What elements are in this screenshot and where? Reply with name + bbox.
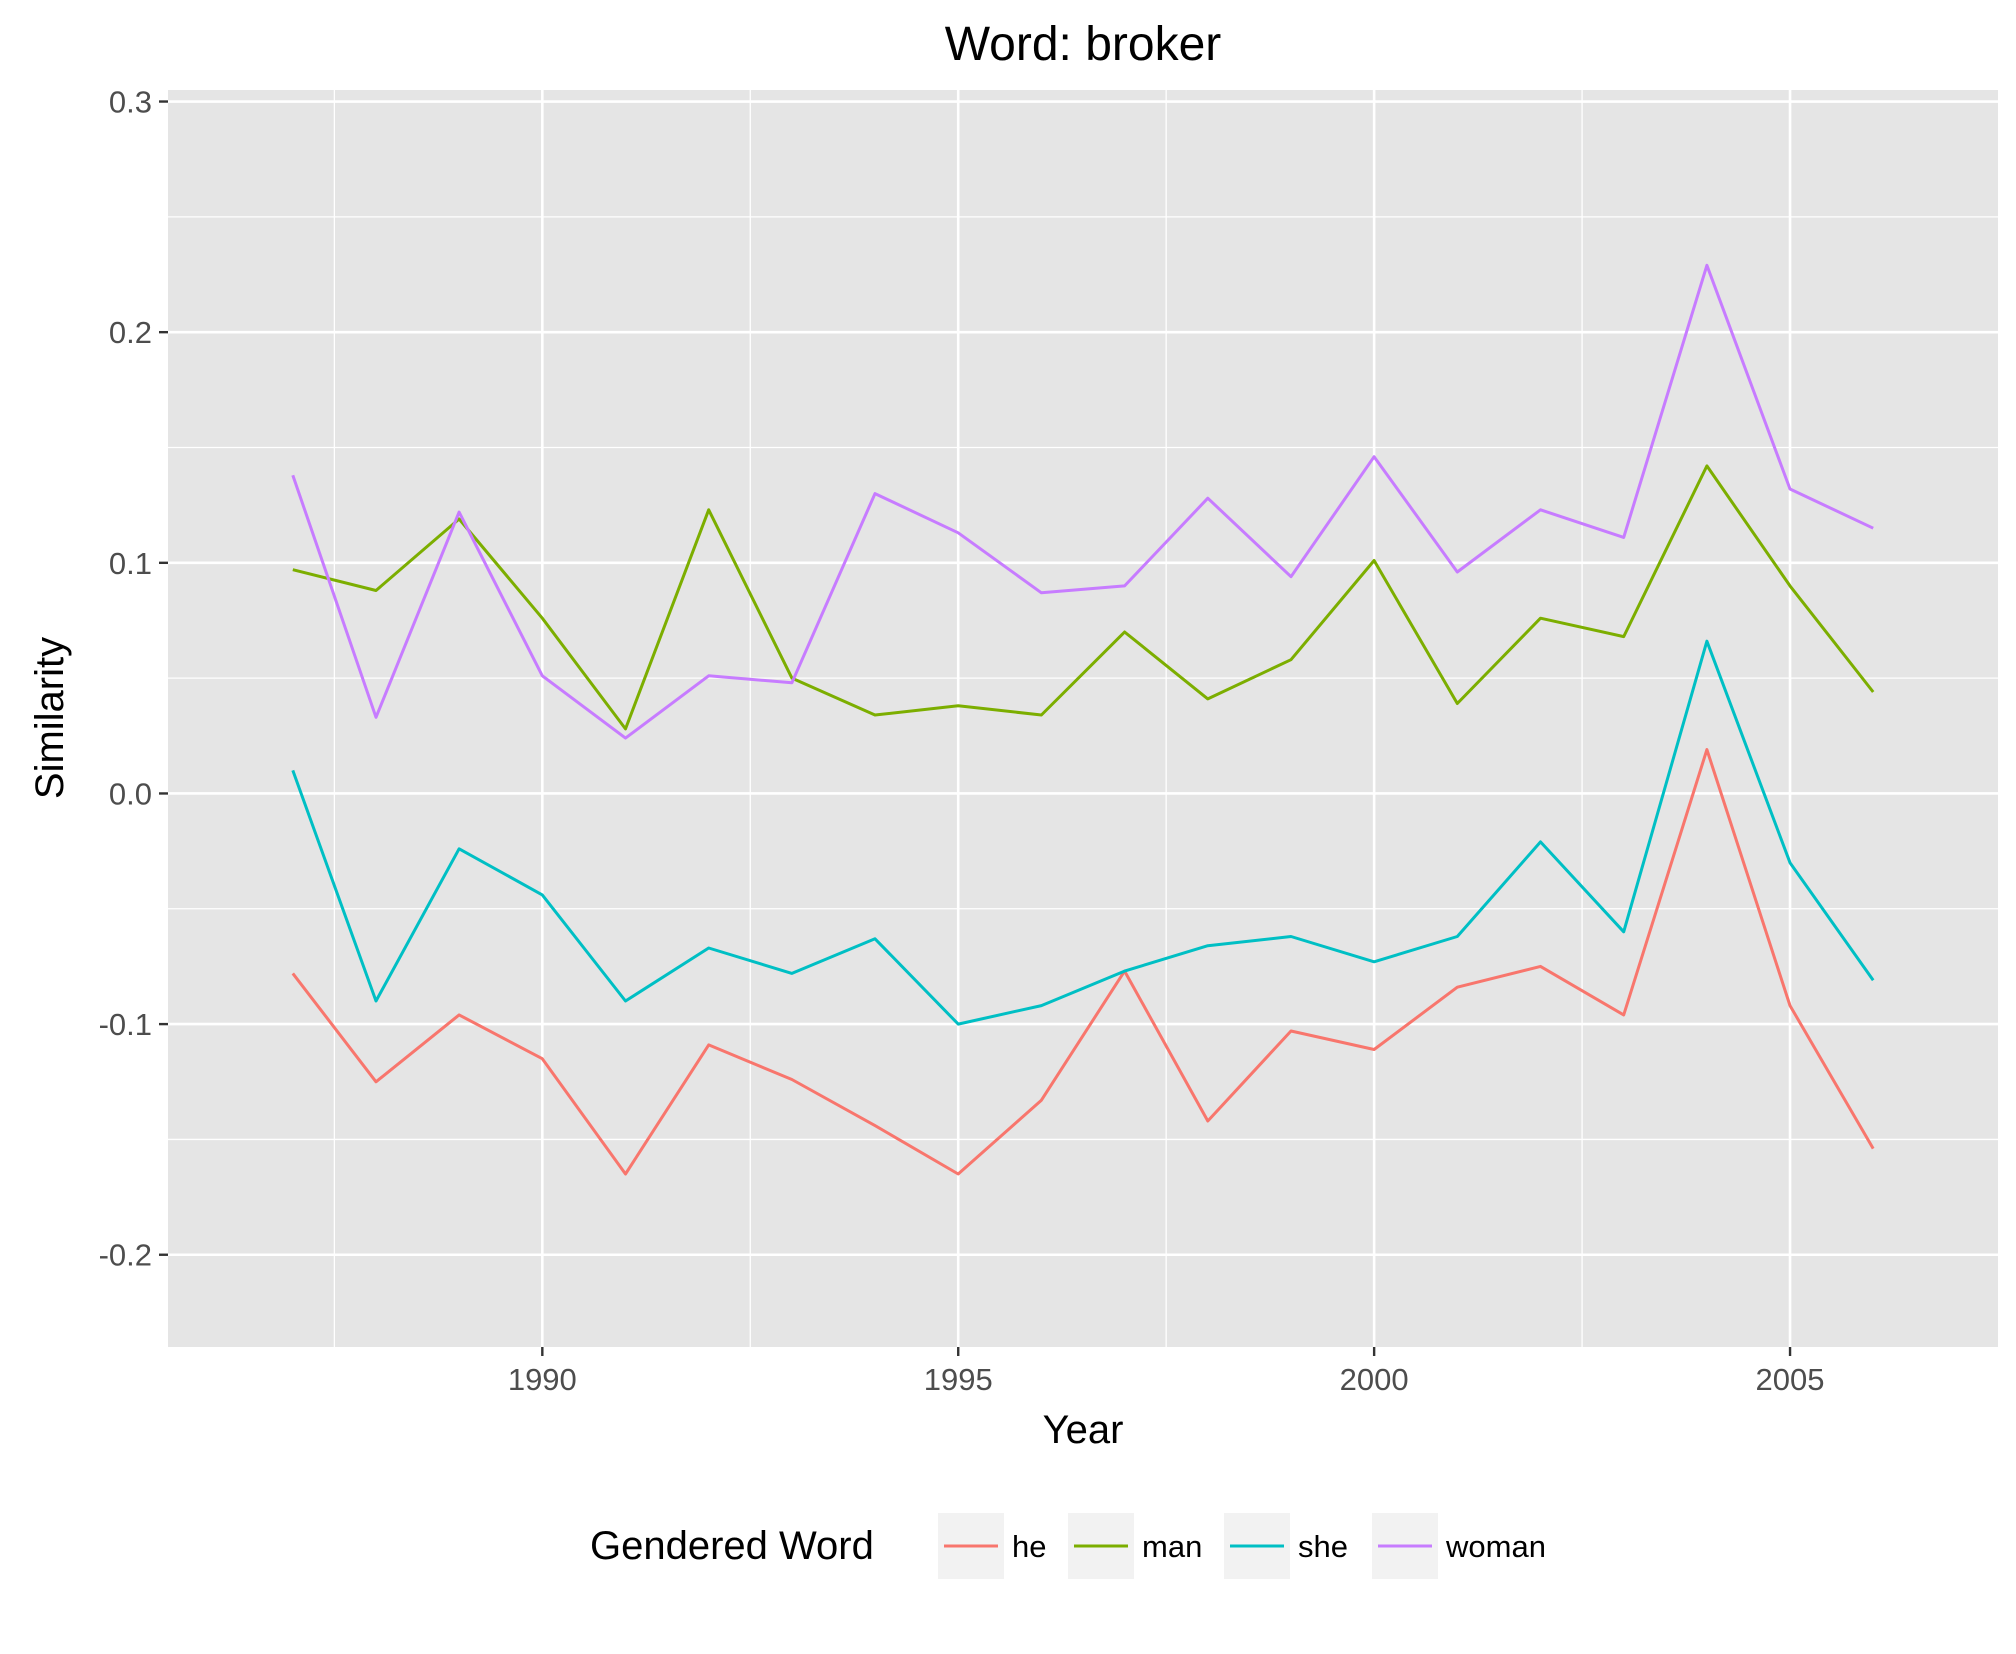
chart-title: Word: broker [945,18,1222,71]
y-tick-label: -0.2 [99,1238,152,1273]
series-line-he [291,748,1875,1176]
x-tick-label: 2005 [1756,1362,1825,1397]
x-tick-label: 1990 [508,1362,577,1397]
legend-label-she: she [1298,1529,1348,1564]
series-line-woman [291,263,1874,740]
legend-label-he: he [1012,1529,1046,1564]
y-tick-label: 0.0 [109,776,152,811]
y-tick-label: -0.1 [99,1007,152,1042]
minor-gridlines [168,90,1998,1347]
legend-items: he man she woman [938,1513,1546,1579]
plot-panel [168,90,1998,1347]
x-axis: 1990 1995 2000 2005 [508,1347,1825,1397]
y-axis-title: Similarity [28,637,72,799]
major-gridlines [168,90,1998,1347]
x-axis-title: Year [1043,1408,1124,1452]
series-line-she [291,639,1875,1026]
legend-label-man: man [1142,1529,1202,1564]
y-tick-label: 0.3 [109,85,152,120]
series-line-man [292,464,1875,731]
y-axis: -0.2 -0.1 0.0 0.1 0.2 0.3 [99,85,168,1273]
legend-label-woman: woman [1445,1529,1546,1564]
x-tick-label: 2000 [1340,1362,1409,1397]
x-tick-label: 1995 [924,1362,993,1397]
legend: Gendered Word he man she woman [590,1513,1546,1579]
y-tick-label: 0.2 [109,315,152,350]
series-lines [291,263,1875,1176]
y-tick-label: 0.1 [109,546,152,581]
legend-title: Gendered Word [590,1524,874,1568]
